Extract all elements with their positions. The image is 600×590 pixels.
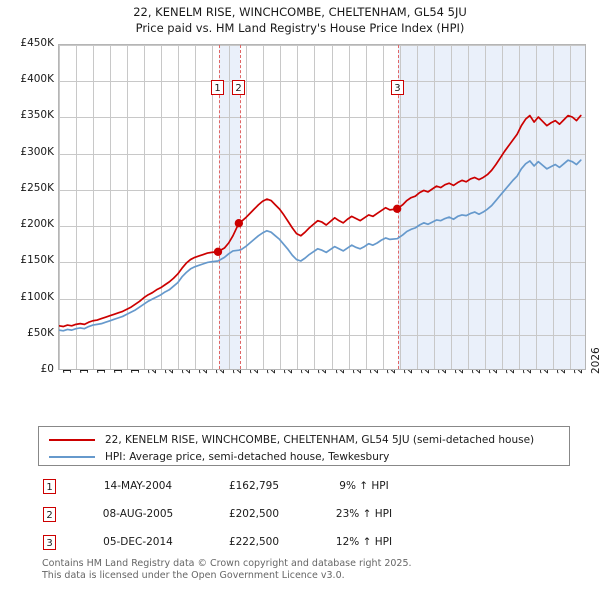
- legend-label: HPI: Average price, semi-detached house,…: [105, 451, 390, 463]
- gridline-horizontal: [59, 226, 585, 228]
- page-title: 22, KENELM RISE, WINCHCOMBE, CHELTENHAM,…: [0, 4, 600, 36]
- transaction-index-badge: 3: [43, 535, 56, 550]
- y-tick-label: £300K: [20, 145, 54, 158]
- gridline-vertical: [348, 45, 350, 369]
- gridline-vertical: [144, 45, 146, 369]
- transaction-price: £202,500: [228, 508, 280, 520]
- gridline-horizontal: [59, 81, 585, 83]
- sale-point-marker[interactable]: [392, 204, 402, 213]
- x-tick-label: 2026: [590, 347, 600, 374]
- gridline-vertical: [263, 45, 265, 369]
- table-row[interactable]: 1 14-MAY-2004 £162,795 9% ↑ HPI: [38, 478, 558, 496]
- gridline-vertical: [212, 45, 214, 369]
- y-tick-label: £450K: [20, 37, 54, 49]
- gridline-vertical: [467, 45, 469, 369]
- gridline-vertical: [501, 45, 503, 369]
- y-tick-label: £350K: [20, 109, 54, 122]
- y-tick-label: £50K: [27, 326, 54, 339]
- gridline-vertical: [178, 45, 180, 369]
- y-tick-label: £250K: [20, 181, 54, 194]
- title-line-subtitle: Price paid vs. HM Land Registry's House …: [135, 21, 465, 35]
- gridline-vertical: [76, 45, 78, 369]
- gridline-vertical: [535, 45, 537, 369]
- event-badge-2[interactable]: 2: [232, 80, 246, 95]
- series-line: [59, 116, 581, 327]
- gridline-vertical: [59, 45, 60, 369]
- gridline-horizontal: [59, 189, 585, 191]
- legend-item: 22, KENELM RISE, WINCHCOMBE, CHELTENHAM,…: [39, 431, 534, 449]
- transaction-date: 05-DEC-2014: [103, 536, 173, 548]
- y-tick-label: £200K: [20, 218, 54, 231]
- series-line: [59, 160, 581, 331]
- gridline-vertical: [246, 45, 248, 369]
- gridline-horizontal: [59, 45, 585, 46]
- legend-color-swatch: [49, 439, 95, 441]
- gridline-vertical: [450, 45, 452, 369]
- transaction-index-badge: 1: [43, 479, 56, 494]
- gridline-vertical: [195, 45, 197, 369]
- chart-plot-area[interactable]: [58, 44, 586, 370]
- gridline-vertical: [127, 45, 129, 369]
- legend-label: 22, KENELM RISE, WINCHCOMBE, CHELTENHAM,…: [105, 434, 535, 446]
- event-marker-line: [218, 45, 220, 369]
- legend-color-swatch: [49, 456, 95, 458]
- gridline-vertical: [314, 45, 316, 369]
- gridline-vertical: [229, 45, 231, 369]
- sale-point-marker[interactable]: [213, 247, 223, 256]
- transaction-price: £222,500: [228, 536, 280, 548]
- gridline-vertical: [433, 45, 435, 369]
- event-marker-line: [239, 45, 241, 369]
- chart-legend: 22, KENELM RISE, WINCHCOMBE, CHELTENHAM,…: [38, 426, 570, 466]
- gridline-vertical: [161, 45, 163, 369]
- transaction-index-badge: 2: [43, 507, 56, 522]
- transaction-date: 08-AUG-2005: [102, 508, 174, 520]
- gridline-vertical: [331, 45, 333, 369]
- gridline-vertical: [552, 45, 554, 369]
- gridline-vertical: [518, 45, 520, 369]
- gridline-vertical: [569, 45, 571, 369]
- gridline-vertical: [484, 45, 486, 369]
- footer-attribution: Contains HM Land Registry data © Crown c…: [42, 558, 582, 581]
- transaction-price: £162,795: [228, 480, 280, 492]
- gridline-vertical: [93, 45, 95, 369]
- y-tick-label: £150K: [20, 254, 54, 267]
- gridline-vertical: [110, 45, 112, 369]
- gridline-vertical: [416, 45, 418, 369]
- price-series-lines: [59, 45, 585, 369]
- transaction-hpi-delta: 23% ↑ HPI: [335, 508, 393, 520]
- gridline-horizontal: [59, 153, 585, 155]
- shaded-region: [218, 45, 240, 369]
- transaction-hpi-delta: 9% ↑ HPI: [339, 480, 389, 492]
- table-row[interactable]: 2 08-AUG-2005 £202,500 23% ↑ HPI: [38, 506, 558, 524]
- gridline-vertical: [297, 45, 299, 369]
- y-tick-label: £100K: [20, 290, 54, 303]
- gridline-vertical: [280, 45, 282, 369]
- gridline-vertical: [382, 45, 384, 369]
- legend-item: HPI: Average price, semi-detached house,…: [39, 448, 389, 466]
- footer-line-2: This data is licensed under the Open Gov…: [42, 569, 345, 581]
- title-line-address: 22, KENELM RISE, WINCHCOMBE, CHELTENHAM,…: [133, 5, 467, 19]
- y-tick-label: £400K: [20, 73, 54, 86]
- table-row[interactable]: 3 05-DEC-2014 £222,500 12% ↑ HPI: [38, 534, 558, 552]
- gridline-horizontal: [59, 117, 585, 119]
- y-tick-label: £0: [40, 363, 54, 375]
- transaction-date: 14-MAY-2004: [103, 480, 173, 492]
- gridline-horizontal: [59, 334, 585, 336]
- gridline-horizontal: [59, 262, 585, 264]
- sale-point-marker[interactable]: [234, 219, 244, 228]
- gridline-horizontal: [59, 298, 585, 300]
- gridline-vertical: [365, 45, 367, 369]
- transaction-hpi-delta: 12% ↑ HPI: [335, 536, 393, 548]
- event-badge-1[interactable]: 1: [211, 80, 225, 95]
- footer-line-1: Contains HM Land Registry data © Crown c…: [42, 558, 412, 569]
- event-badge-3[interactable]: 3: [390, 80, 404, 95]
